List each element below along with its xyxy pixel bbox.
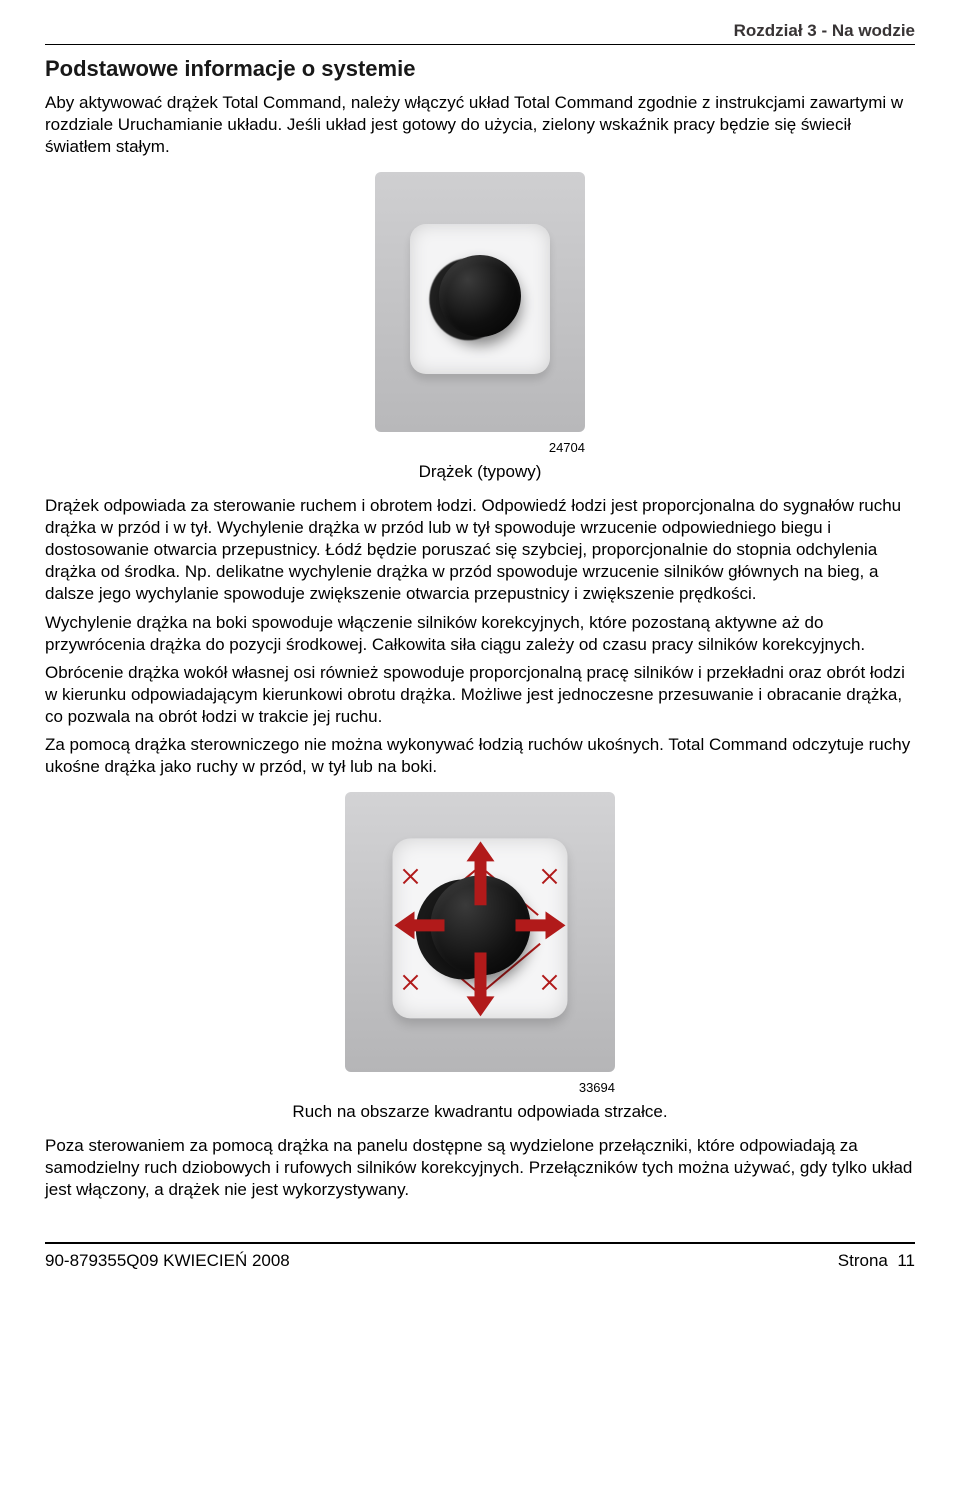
figure-2-id: 33694 [345, 1080, 615, 1097]
footer-right: Strona 11 [838, 1250, 915, 1272]
paragraph-3: Wychylenie drążka na boki spowoduje włąc… [45, 612, 915, 656]
page-footer: 90-879355Q09 KWIECIEŃ 2008 Strona 11 [45, 1242, 915, 1272]
paragraph-5: Za pomocą drążka sterowniczego nie można… [45, 734, 915, 778]
paragraph-intro: Aby aktywować drążek Total Command, nale… [45, 92, 915, 158]
figure-2: 33694 [45, 792, 915, 1097]
figure-2-caption: Ruch na obszarze kwadrantu odpowiada str… [45, 1101, 915, 1123]
section-title: Podstawowe informacje o systemie [45, 55, 915, 84]
figure-1: 24704 [45, 172, 915, 457]
para1-ref: Uruchamianie układu [118, 115, 278, 134]
chapter-header: Rozdział 3 - Na wodzie [45, 20, 915, 45]
footer-page-label: Strona [838, 1251, 888, 1270]
arrow-down-icon [466, 953, 494, 1017]
figure-1-caption: Drążek (typowy) [45, 461, 915, 483]
arrow-right-icon [516, 911, 566, 939]
x-mark-br-icon [540, 973, 560, 993]
joystick-knob [439, 255, 521, 337]
x-mark-tl-icon [401, 867, 421, 887]
footer-left: 90-879355Q09 KWIECIEŃ 2008 [45, 1250, 290, 1272]
figure-2-image [345, 792, 615, 1072]
x-mark-bl-icon [401, 973, 421, 993]
arrow-up-icon [466, 842, 494, 906]
paragraph-6: Poza sterowaniem za pomocą drążka na pan… [45, 1135, 915, 1201]
paragraph-2: Drążek odpowiada za sterowanie ruchem i … [45, 495, 915, 605]
figure-1-id: 24704 [375, 440, 585, 457]
footer-page-number: 11 [897, 1251, 915, 1270]
figure-1-image [375, 172, 585, 432]
joystick-panel-2 [393, 839, 568, 1019]
x-mark-tr-icon [540, 867, 560, 887]
arrow-left-icon [395, 911, 445, 939]
paragraph-4: Obrócenie drążka wokół własnej osi równi… [45, 662, 915, 728]
joystick-panel [410, 224, 550, 374]
